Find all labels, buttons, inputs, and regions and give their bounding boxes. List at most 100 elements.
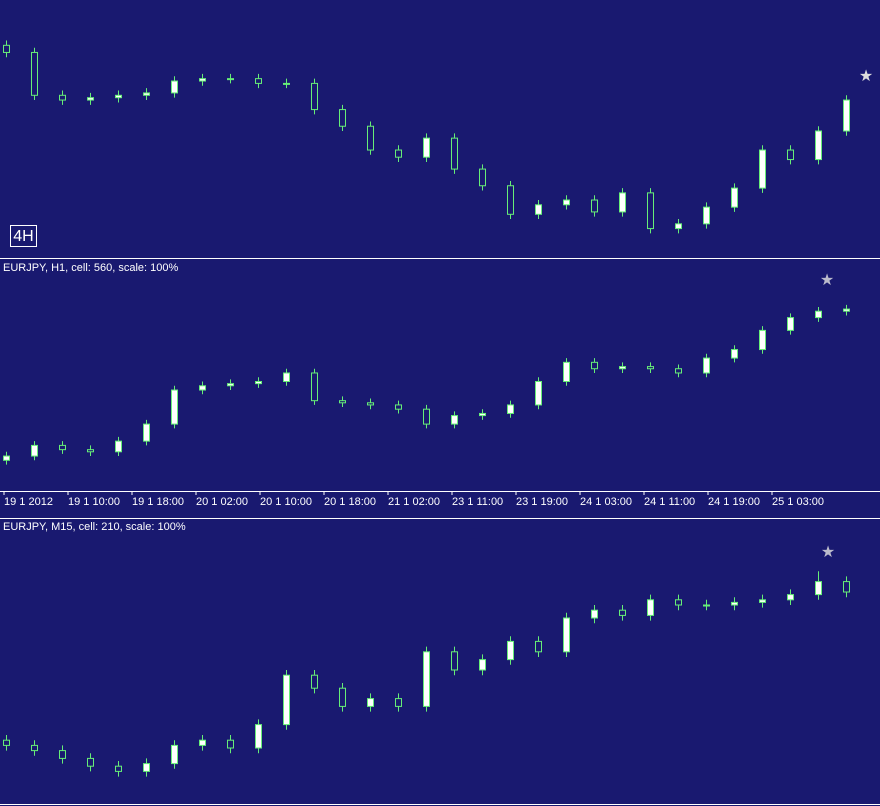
candle-body: [619, 366, 626, 370]
candle-body: [367, 125, 374, 151]
candle-body: [59, 94, 66, 101]
candle-body: [675, 223, 682, 230]
candle-body: [759, 599, 766, 603]
candle-body: [507, 185, 514, 215]
x-tick-label: 25 1 03:00: [772, 496, 824, 508]
star-marker: ★: [859, 68, 873, 85]
panel-title: EURJPY, M15, cell: 210, scale: 100%: [3, 521, 186, 533]
candle-body: [451, 415, 458, 425]
candle-body: [31, 444, 38, 457]
candle-body: [507, 640, 514, 661]
candle-body: [255, 78, 262, 84]
candle-body: [339, 687, 346, 707]
candle-body: [3, 44, 10, 53]
candle-body: [115, 440, 122, 453]
candle-body: [787, 594, 794, 601]
candle-body: [227, 739, 234, 749]
x-tick-label: 24 1 19:00: [708, 496, 760, 508]
candle-body: [619, 609, 626, 616]
candle-body: [843, 308, 850, 312]
candle-body: [143, 92, 150, 96]
candle-body: [339, 109, 346, 127]
candle-body: [3, 455, 10, 461]
candle-body: [31, 744, 38, 752]
candle-body: [283, 674, 290, 726]
candle-body: [31, 51, 38, 96]
candle-body: [115, 765, 122, 772]
candle-body: [171, 389, 178, 425]
candle-body: [87, 757, 94, 767]
candle-body: [283, 82, 290, 85]
candle-body: [731, 601, 738, 606]
candle-body: [395, 698, 402, 707]
candle-body: [367, 402, 374, 406]
candle-body: [703, 357, 710, 374]
candle-body: [647, 366, 654, 370]
timeframe-badge: 4H: [13, 228, 33, 245]
candle-body: [451, 651, 458, 671]
candle-body: [759, 149, 766, 189]
candle-body: [507, 404, 514, 414]
candle-body: [339, 400, 346, 404]
candle-body: [171, 744, 178, 765]
candle-body: [311, 674, 318, 689]
candle-body: [115, 94, 122, 99]
candle-body: [367, 698, 374, 707]
candle-body: [395, 149, 402, 158]
candle-body: [675, 599, 682, 606]
candle-body: [479, 659, 486, 671]
candle-body: [843, 99, 850, 132]
candle-body: [199, 739, 206, 746]
candle-body: [227, 78, 234, 81]
candle-body: [255, 724, 262, 749]
candle-body: [535, 204, 542, 215]
star-marker: ★: [821, 544, 835, 561]
candle-body: [479, 168, 486, 187]
candle-body: [59, 750, 66, 759]
candle-body: [731, 187, 738, 208]
candle-body: [535, 640, 542, 653]
candle-body: [143, 763, 150, 772]
candle-body: [647, 192, 654, 230]
candle-body: [619, 192, 626, 213]
candle-body: [843, 581, 850, 593]
candle-body: [815, 130, 822, 161]
candle-body: [423, 137, 430, 158]
candle-body: [423, 651, 430, 707]
candle-body: [535, 381, 542, 406]
x-tick-label: 19 1 2012: [4, 496, 53, 508]
candle-body: [3, 739, 10, 746]
candle-body: [283, 372, 290, 383]
candle-body: [815, 581, 822, 596]
candle-body: [59, 444, 66, 451]
x-tick-label: 20 1 18:00: [324, 496, 376, 508]
candle-body: [227, 383, 234, 387]
x-tick-label: 23 1 19:00: [516, 496, 568, 508]
x-tick-label: 20 1 10:00: [260, 496, 312, 508]
candle-body: [787, 149, 794, 161]
x-tick-label: 24 1 11:00: [644, 496, 695, 508]
x-tick-label: 19 1 18:00: [132, 496, 184, 508]
x-tick-label: 20 1 02:00: [196, 496, 248, 508]
candle-body: [591, 199, 598, 213]
candle-body: [311, 82, 318, 111]
candle-body: [199, 385, 206, 391]
x-tick-label: 24 1 03:00: [580, 496, 632, 508]
candle-body: [703, 206, 710, 225]
candle-body: [87, 97, 94, 101]
candle-body: [395, 404, 402, 410]
candle-body: [815, 310, 822, 319]
panel-title: EURJPY, H1, cell: 560, scale: 100%: [3, 262, 178, 274]
badge-box: [10, 225, 37, 247]
candle-body: [591, 609, 598, 619]
candle-body: [675, 368, 682, 374]
candle-body: [479, 412, 486, 417]
candle-body: [731, 349, 738, 359]
candle-body: [647, 599, 654, 616]
candle-body: [255, 381, 262, 385]
candle-body: [703, 604, 710, 607]
x-tick-label: 19 1 10:00: [68, 496, 120, 508]
